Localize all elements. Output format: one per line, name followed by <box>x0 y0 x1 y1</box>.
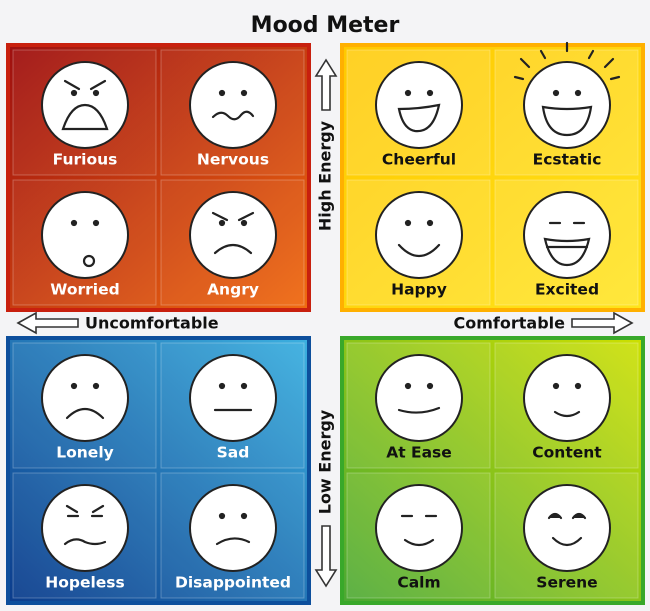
face-outline <box>41 354 129 442</box>
mood-label: Hopeless <box>45 574 125 592</box>
mouth <box>397 243 441 258</box>
face-outline <box>523 191 611 279</box>
mood-label: Cheerful <box>382 151 456 169</box>
face-outline <box>41 484 129 572</box>
comfortable-label: Comfortable <box>454 314 566 333</box>
face-outline <box>189 191 277 279</box>
face <box>523 484 611 572</box>
face <box>41 354 129 442</box>
face-outline <box>189 61 277 149</box>
eyes <box>218 89 248 97</box>
face <box>523 354 611 442</box>
mouth <box>65 407 105 420</box>
face <box>523 191 611 279</box>
eyes <box>65 504 105 518</box>
face <box>375 354 463 442</box>
up-arrow <box>314 58 338 111</box>
mood-label: Calm <box>397 574 440 592</box>
face <box>189 61 277 149</box>
mood-label: Happy <box>391 281 447 299</box>
face-outline <box>523 484 611 572</box>
mouth <box>403 538 435 547</box>
eyes <box>404 89 434 97</box>
mouth <box>541 105 593 137</box>
eyes <box>218 512 248 520</box>
mouth <box>82 254 96 268</box>
mood-label: Serene <box>536 574 597 592</box>
mouth <box>397 103 441 133</box>
mouth <box>543 237 591 267</box>
face <box>189 354 277 442</box>
mouth <box>61 103 109 131</box>
face <box>189 484 277 572</box>
mood-label: Lonely <box>56 444 114 462</box>
mouth <box>397 406 441 414</box>
mood-label: Disappointed <box>175 574 291 592</box>
right-arrow <box>571 311 634 335</box>
mouth <box>215 537 251 546</box>
eyes <box>404 219 434 227</box>
face <box>41 484 129 572</box>
mouth <box>213 243 253 255</box>
uncomfortable-label: Uncomfortable <box>85 314 219 333</box>
face-outline <box>41 191 129 279</box>
eyes <box>513 41 621 97</box>
eyes <box>70 219 100 227</box>
face <box>513 41 621 149</box>
mood-label: Nervous <box>197 151 269 169</box>
face <box>375 484 463 572</box>
down-arrow <box>314 525 338 588</box>
mood-label: Worried <box>50 281 119 299</box>
face-outline <box>189 484 277 572</box>
mood-label: Excited <box>535 281 599 299</box>
eyes <box>211 211 255 227</box>
face-outline <box>375 484 463 572</box>
eyes <box>63 79 107 97</box>
eyes <box>552 382 582 390</box>
mouth <box>553 410 581 418</box>
mood-label: Sad <box>217 444 250 462</box>
face-outline <box>375 354 463 442</box>
left-arrow <box>16 311 79 335</box>
mouth <box>63 538 107 546</box>
face <box>189 191 277 279</box>
mouth <box>211 110 255 121</box>
eyes <box>547 512 587 520</box>
mouth <box>551 536 583 547</box>
mood-label: Angry <box>207 281 259 299</box>
low-energy-label: Low Energy <box>316 409 335 514</box>
face <box>375 191 463 279</box>
mood-label: Ecstatic <box>533 151 602 169</box>
face-outline <box>189 354 277 442</box>
mood-label: Furious <box>53 151 118 169</box>
title: Mood Meter <box>251 13 400 38</box>
face <box>375 61 463 149</box>
mood-label: At Ease <box>386 444 452 462</box>
face <box>41 191 129 279</box>
eyes <box>218 382 248 390</box>
mood-label: Content <box>532 444 602 462</box>
face-outline <box>523 61 611 149</box>
eyes <box>70 382 100 390</box>
high-energy-label: High Energy <box>316 120 335 231</box>
face-outline <box>523 354 611 442</box>
eyes <box>404 382 434 390</box>
face-outline <box>375 61 463 149</box>
face <box>41 61 129 149</box>
face-outline <box>375 191 463 279</box>
